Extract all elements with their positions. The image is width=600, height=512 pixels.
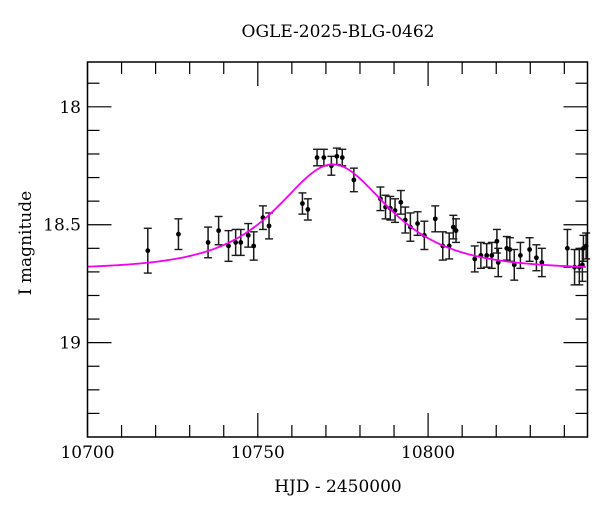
data-point <box>351 177 357 183</box>
data-point <box>472 256 478 262</box>
data-point <box>233 240 239 245</box>
data-point <box>305 207 311 212</box>
data-point <box>321 155 327 160</box>
data-point <box>314 155 320 160</box>
data-point <box>507 247 513 252</box>
plot-title: OGLE-2025-BLG-0462 <box>241 22 435 42</box>
x-tick-label: 10800 <box>401 443 455 463</box>
plot-frame <box>86 61 589 438</box>
data-point <box>216 228 222 234</box>
data-point <box>398 199 404 205</box>
y-tick-label: 19 <box>59 334 81 354</box>
data-point <box>453 228 459 234</box>
data-point <box>534 255 539 261</box>
data-point <box>266 223 272 229</box>
x-tick-label: 10700 <box>60 443 114 463</box>
data-point <box>450 224 456 230</box>
data-point <box>415 221 420 226</box>
data-point <box>484 252 490 258</box>
data-point <box>511 262 517 268</box>
data-point <box>245 232 251 238</box>
data-point <box>300 201 305 206</box>
data-point <box>176 231 181 237</box>
data-point <box>339 155 345 160</box>
data-points <box>143 147 591 286</box>
x-axis-label: HJD - 2450000 <box>274 477 402 497</box>
data-point <box>145 248 151 254</box>
data-point <box>432 216 438 222</box>
data-point <box>238 240 244 245</box>
data-point <box>489 252 495 258</box>
x-tick-label: 10750 <box>231 443 285 463</box>
data-point <box>205 240 211 245</box>
data-point <box>251 243 257 249</box>
model-curve <box>87 163 586 268</box>
y-tick-label: 18.5 <box>43 216 81 236</box>
data-point <box>226 243 231 249</box>
data-point <box>565 245 570 251</box>
data-point <box>539 260 545 265</box>
data-point <box>518 252 523 258</box>
y-tick-label: 18 <box>59 98 81 118</box>
data-point <box>527 247 532 252</box>
data-point <box>494 238 500 244</box>
data-point <box>334 153 340 159</box>
